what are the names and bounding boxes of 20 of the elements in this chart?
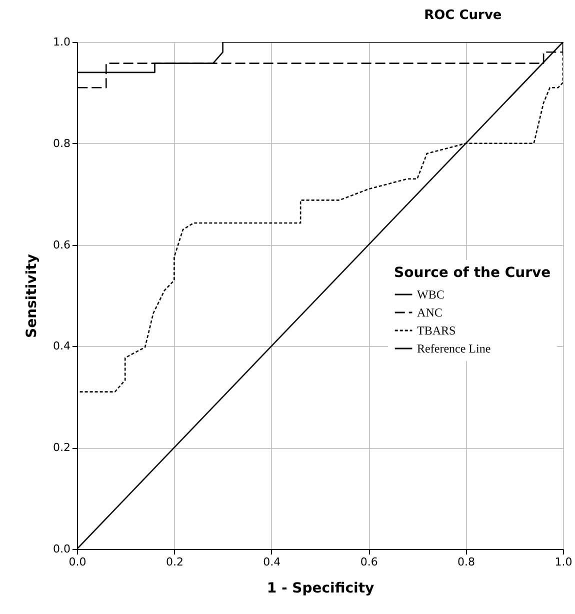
y-tick-label: 0.4 — [53, 340, 70, 353]
y-tick-label: 0.2 — [53, 441, 70, 454]
y-tick-label: 0.8 — [53, 136, 70, 150]
legend-label: ANC — [417, 306, 442, 320]
chart-title: ROC Curve — [424, 8, 502, 23]
y-tick-label: 0.6 — [53, 238, 70, 252]
legend-label: TBARS — [417, 324, 456, 338]
legend-label: WBC — [417, 288, 444, 302]
y-axis-title: Sensitivity — [24, 254, 40, 338]
x-tick-label: 0.6 — [360, 556, 378, 568]
x-tick-label: 0.4 — [263, 556, 281, 568]
legend-label: Reference Line — [417, 342, 491, 356]
x-tick-label: 0.8 — [458, 556, 476, 568]
legend-title: Source of the Curve — [394, 265, 551, 282]
x-axis-title: 1 - Specificity — [266, 580, 374, 596]
x-tick-label: 1.0 — [554, 556, 572, 568]
x-tick-label: 0.2 — [166, 556, 184, 568]
y-tick-label: 1.0 — [53, 36, 70, 48]
y-tick-label: 0.0 — [53, 542, 70, 556]
x-tick-label: 0.0 — [68, 556, 86, 568]
